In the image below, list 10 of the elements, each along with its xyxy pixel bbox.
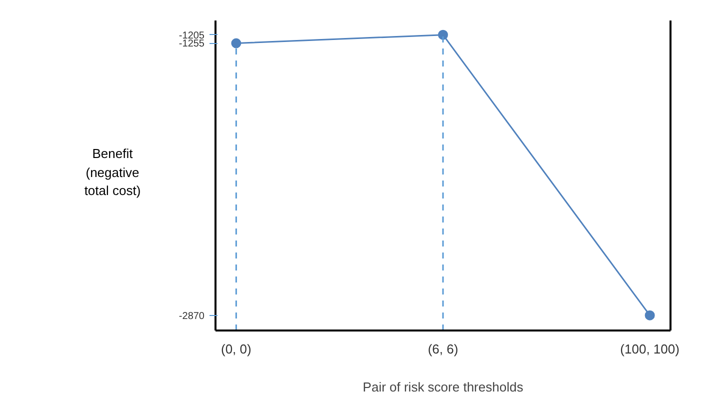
x-axis-title: Pair of risk score thresholds bbox=[362, 380, 524, 394]
y-tick-label: -2870 bbox=[178, 310, 205, 322]
point bbox=[438, 30, 448, 40]
y-axis-title: Benefit (negative total cost) bbox=[84, 145, 141, 200]
x-tick-label: (6, 6) bbox=[428, 342, 458, 356]
point bbox=[231, 38, 242, 48]
point bbox=[644, 310, 655, 320]
x-tick-label: (100, 100) bbox=[620, 342, 680, 356]
x-tick-label: (0, 0) bbox=[221, 342, 252, 356]
y-tick-label: -1255 bbox=[178, 38, 205, 50]
